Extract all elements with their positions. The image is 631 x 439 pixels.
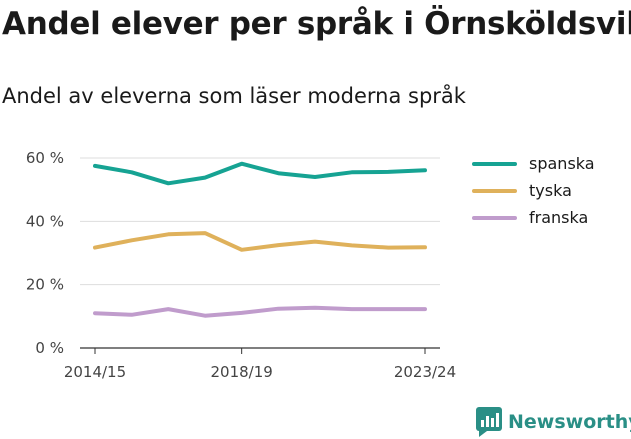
x-tick-label: 2014/15 [64, 363, 126, 381]
legend-label-tyska: tyska [529, 181, 572, 200]
series-lines [93, 161, 427, 318]
legend-swatch-franska [472, 215, 517, 220]
legend-label-spanska: spanska [529, 154, 595, 173]
y-tick-label: 20 % [26, 276, 64, 294]
y-tick-label: 40 % [26, 212, 64, 230]
series-line-spanska [93, 161, 427, 186]
x-axis-ticks: 2014/15 2018/19 2023/24 [64, 348, 456, 381]
newsworthy-logo-icon [476, 407, 502, 437]
legend-item-spanska: spanska [472, 150, 595, 177]
newsworthy-brand[interactable]: Newsworthy [476, 407, 631, 437]
chart-title: Andel elever per språk i Örnsköldsvik [2, 6, 631, 42]
legend-item-tyska: tyska [472, 177, 595, 204]
legend: spanska tyska franska [472, 150, 595, 231]
series-line-franska [93, 305, 427, 318]
series-line-tyska [93, 231, 427, 252]
x-tick-label: 2018/19 [211, 363, 273, 381]
y-axis-ticks: 0 % 20 % 40 % 60 % [26, 149, 64, 357]
legend-swatch-tyska [472, 188, 517, 193]
legend-swatch-spanska [472, 161, 517, 166]
y-tick-label: 0 % [35, 339, 64, 357]
brand-label: Newsworthy [508, 411, 631, 433]
legend-item-franska: franska [472, 204, 595, 231]
chart-subtitle: Andel av eleverna som läser moderna språ… [2, 84, 466, 108]
y-tick-label: 60 % [26, 149, 64, 167]
legend-label-franska: franska [529, 208, 589, 227]
x-tick-label: 2023/24 [394, 363, 456, 381]
grid-lines [80, 157, 440, 349]
